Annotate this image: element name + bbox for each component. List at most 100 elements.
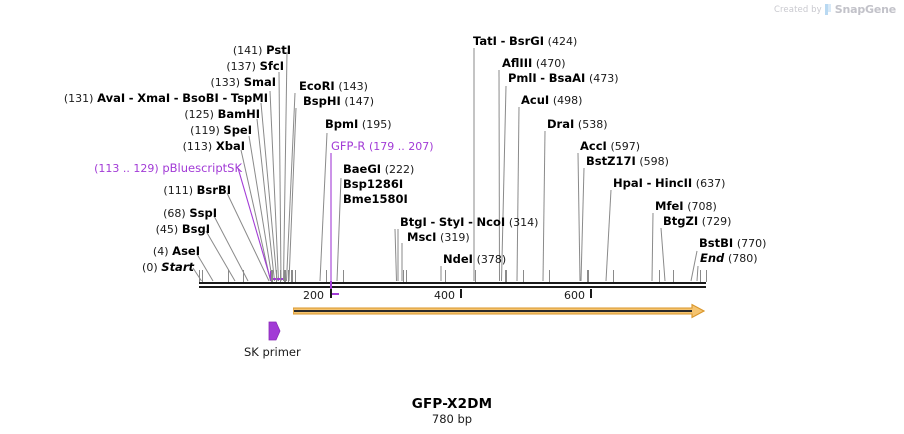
enzyme-name: BstBI bbox=[699, 236, 734, 250]
restriction-label-ecoRI[interactable]: EcoRI (143) bbox=[299, 80, 368, 93]
restriction-site-tick[interactable] bbox=[325, 270, 327, 282]
restriction-label-draI[interactable]: DraI (538) bbox=[547, 118, 608, 131]
restriction-label-speI[interactable]: (119) SpeI bbox=[0, 124, 252, 137]
site-position: (131) bbox=[63, 92, 94, 105]
enzyme-name: AflIII bbox=[502, 56, 533, 70]
orf-arrow-spine bbox=[294, 310, 692, 312]
restriction-site-tick[interactable] bbox=[199, 270, 200, 282]
axis-tick-600 bbox=[590, 289, 592, 298]
restriction-label-sfcI[interactable]: (137) SfcI bbox=[0, 60, 284, 73]
site-position: (538) bbox=[577, 118, 608, 131]
feature-name: pBluescriptSK bbox=[162, 161, 242, 175]
restriction-site-tick[interactable] bbox=[504, 270, 506, 282]
restriction-site-tick[interactable] bbox=[280, 270, 282, 282]
feature-label-gfp-r[interactable]: GFP-R (179 .. 207) bbox=[331, 140, 434, 153]
restriction-site-tick[interactable] bbox=[444, 270, 446, 282]
start-marker: Start bbox=[161, 260, 194, 274]
restriction-site-tick[interactable] bbox=[587, 270, 588, 282]
axis-tick-200 bbox=[330, 289, 332, 298]
enzyme-separator: - bbox=[540, 71, 546, 85]
restriction-label-xbaI[interactable]: (113) XbaI bbox=[0, 140, 245, 153]
site-position: (378) bbox=[476, 253, 507, 266]
restriction-site-tick[interactable] bbox=[659, 270, 661, 282]
restriction-label-sspI[interactable]: (68) SspI bbox=[0, 207, 217, 220]
restriction-site-tick[interactable] bbox=[706, 270, 707, 282]
restriction-site-tick[interactable] bbox=[272, 270, 274, 282]
enzyme-name: Bme1580I bbox=[343, 192, 408, 206]
restriction-label-bamHI[interactable]: (125) BamHI bbox=[0, 108, 260, 121]
restriction-label-btgI-group[interactable]: BtgI - StyI - NcoI (314) bbox=[400, 216, 538, 229]
restriction-label-bsrBI[interactable]: (111) BsrBI bbox=[0, 184, 231, 197]
enzyme-name: BsrGI bbox=[509, 34, 544, 48]
restriction-site-tick[interactable] bbox=[548, 270, 550, 282]
restriction-site-tick[interactable] bbox=[474, 270, 476, 282]
restriction-site-tick[interactable] bbox=[506, 270, 508, 282]
axis-tick-400 bbox=[460, 289, 462, 298]
restriction-label-bme1580I[interactable]: Bme1580I bbox=[343, 193, 408, 205]
restriction-label-pstI[interactable]: (141) PstI bbox=[0, 44, 291, 57]
restriction-label-accI[interactable]: AccI (597) bbox=[580, 140, 640, 153]
restriction-site-tick[interactable] bbox=[291, 270, 293, 282]
restriction-label-tatI-group[interactable]: TatI - BsrGI (424) bbox=[473, 35, 577, 48]
restriction-site-tick[interactable] bbox=[276, 270, 278, 282]
restriction-site-tick[interactable] bbox=[271, 270, 273, 282]
enzyme-name: MfeI bbox=[655, 199, 684, 213]
restriction-site-tick[interactable] bbox=[228, 270, 230, 282]
restriction-site-tick[interactable] bbox=[243, 270, 245, 282]
sk-primer-label[interactable]: SK primer bbox=[244, 345, 301, 359]
feature-label-pbluescriptsk[interactable]: (113 .. 129) pBluescriptSK bbox=[0, 162, 242, 175]
restriction-site-tick[interactable] bbox=[284, 270, 286, 282]
restriction-site-tick[interactable] bbox=[699, 270, 701, 282]
restriction-site-tick[interactable] bbox=[522, 270, 524, 282]
restriction-label-bsp1286I[interactable]: Bsp1286I bbox=[343, 178, 403, 190]
site-position: (45) bbox=[155, 223, 179, 236]
restriction-site-tick[interactable] bbox=[613, 270, 614, 282]
restriction-label-bstZ17I[interactable]: BstZ17I (598) bbox=[586, 155, 669, 168]
enzyme-name: BsgI bbox=[181, 222, 210, 236]
restriction-label-aflIII[interactable]: AflIII (470) bbox=[502, 57, 566, 70]
restriction-label-baeGI[interactable]: BaeGI (222) bbox=[343, 163, 414, 176]
restriction-label-ndeI[interactable]: NdeI (378) bbox=[443, 253, 506, 266]
restriction-site-tick[interactable] bbox=[294, 270, 296, 282]
site-position: (319) bbox=[440, 231, 470, 244]
restriction-site-tick[interactable] bbox=[403, 270, 405, 282]
site-position: (598) bbox=[639, 155, 669, 168]
restriction-site-tick[interactable] bbox=[288, 270, 290, 282]
feature-marker-gfp-r-foot bbox=[330, 293, 339, 295]
restriction-label-pmlI-group[interactable]: PmlI - BsaAI (473) bbox=[508, 72, 619, 85]
restriction-site-tick[interactable] bbox=[343, 270, 345, 282]
enzyme-name: PmlI bbox=[508, 71, 537, 85]
sequence-end-label[interactable]: End (780) bbox=[700, 252, 758, 265]
site-position: (473) bbox=[588, 72, 619, 85]
restriction-site-tick[interactable] bbox=[672, 270, 674, 282]
enzyme-name: BsoBI bbox=[182, 91, 219, 105]
restriction-label-mscI[interactable]: MscI (319) bbox=[407, 231, 470, 244]
restriction-label-bsgI[interactable]: (45) BsgI bbox=[0, 223, 210, 236]
restriction-site-tick[interactable] bbox=[587, 270, 589, 282]
restriction-site-tick[interactable] bbox=[290, 270, 292, 282]
restriction-label-hpaI-group[interactable]: HpaI - HincII (637) bbox=[613, 177, 725, 190]
site-position: (637) bbox=[695, 177, 726, 190]
restriction-site-tick[interactable] bbox=[285, 270, 287, 282]
enzyme-name: SspI bbox=[189, 206, 217, 220]
feature-marker-gfp-r[interactable] bbox=[330, 281, 332, 294]
enzyme-name: BstZ17I bbox=[586, 154, 636, 168]
restriction-label-mfeI[interactable]: MfeI (708) bbox=[655, 200, 717, 213]
enzyme-name: BtgZI bbox=[663, 214, 699, 228]
restriction-label-aseI[interactable]: (4) AseI bbox=[0, 245, 200, 258]
restriction-label-btgZI[interactable]: BtgZI (729) bbox=[663, 215, 731, 228]
restriction-site-tick[interactable] bbox=[406, 270, 408, 282]
site-position: (137) bbox=[226, 60, 256, 73]
restriction-site-tick[interactable] bbox=[201, 270, 203, 282]
feature-bracket-pbluescriptsk-left bbox=[270, 271, 272, 280]
site-position: (119) bbox=[190, 124, 220, 137]
orf-arrow[interactable] bbox=[293, 303, 705, 319]
restriction-label-avaI-group[interactable]: (131) AvaI - XmaI - BsoBI - TspMI bbox=[0, 92, 268, 105]
restriction-label-acuI[interactable]: AcuI (498) bbox=[521, 94, 582, 107]
sk-primer-arrow[interactable] bbox=[268, 320, 282, 342]
restriction-label-bpmI[interactable]: BpmI (195) bbox=[325, 118, 392, 131]
restriction-label-smaI[interactable]: (133) SmaI bbox=[0, 76, 276, 89]
sequence-start-label[interactable]: (0) Start bbox=[0, 261, 194, 274]
restriction-label-bspHI[interactable]: BspHI (147) bbox=[303, 95, 374, 108]
restriction-label-bstBI[interactable]: BstBI (770) bbox=[699, 237, 766, 250]
